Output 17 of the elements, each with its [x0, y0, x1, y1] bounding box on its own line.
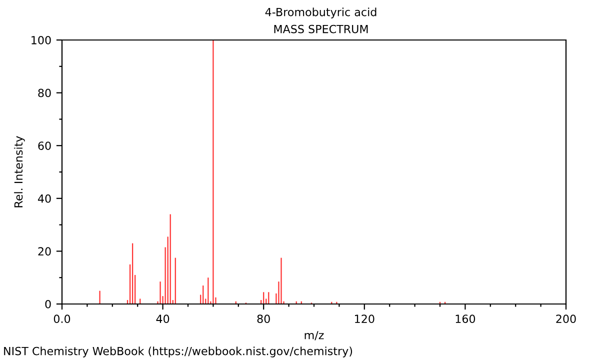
x-tick-label: 160: [456, 314, 476, 324]
text: NIST Chemistry WebBook (https://webbook.nist.gov/chemistry): [4, 346, 352, 358]
y-tick-label: 40: [38, 194, 51, 203]
x-tick-label: 80: [257, 314, 270, 324]
y-tick-label: 60: [38, 142, 51, 150]
y-axis-title: Rel. Intensity: [14, 136, 25, 208]
chart-title: 4-Bromobutyric acid: [265, 8, 376, 18]
x-tick-label: 0.0: [54, 314, 70, 324]
x-tick-label: 120: [355, 314, 374, 324]
chart-subtitle: MASS SPECTRUM: [274, 24, 368, 34]
x-tick-label: 40: [156, 314, 170, 324]
x-axis-title: m/z: [304, 331, 324, 340]
x-tick-label: 200: [556, 314, 576, 324]
y-tick-label: 20: [38, 247, 51, 256]
y-tick-label: 100: [32, 36, 51, 44]
y-tick-label: 0: [45, 300, 51, 308]
y-tick-label: 80: [38, 88, 51, 98]
